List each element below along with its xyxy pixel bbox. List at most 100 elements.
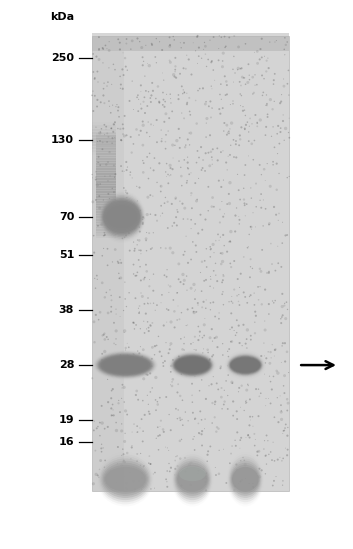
Point <box>238 456 244 465</box>
Bar <box>96 229 115 236</box>
Point <box>247 75 252 84</box>
Point <box>103 288 109 297</box>
Point <box>228 449 234 458</box>
Point <box>151 299 156 307</box>
Point <box>236 186 241 194</box>
Point <box>100 43 106 52</box>
Point <box>197 429 202 438</box>
Point <box>214 379 220 388</box>
Bar <box>92 122 116 128</box>
Point <box>145 317 150 326</box>
Point <box>208 442 213 451</box>
Point <box>181 276 187 285</box>
Point <box>151 166 156 175</box>
Point <box>131 318 137 327</box>
Point <box>263 204 268 213</box>
Point <box>209 57 215 65</box>
Point <box>105 220 110 229</box>
Point <box>120 48 126 57</box>
Point <box>190 398 195 407</box>
Text: 28: 28 <box>59 360 74 370</box>
Point <box>232 285 237 294</box>
Point <box>93 173 99 182</box>
Ellipse shape <box>93 350 158 380</box>
Point <box>196 43 202 52</box>
Point <box>278 401 284 410</box>
Point <box>193 96 198 105</box>
Point <box>200 164 205 172</box>
Point <box>142 299 147 308</box>
Point <box>152 154 157 163</box>
Point <box>122 327 127 335</box>
Point <box>154 116 160 125</box>
Point <box>94 424 100 433</box>
Point <box>268 182 273 191</box>
Point <box>163 475 169 484</box>
Point <box>166 114 172 122</box>
Point <box>102 231 107 240</box>
Point <box>154 178 160 187</box>
Point <box>195 365 201 374</box>
Point <box>226 189 232 198</box>
Point <box>222 210 227 219</box>
Point <box>186 170 192 178</box>
Point <box>223 479 229 488</box>
Point <box>268 354 274 362</box>
Point <box>177 197 183 206</box>
Point <box>245 243 250 252</box>
Point <box>231 77 237 86</box>
Bar <box>96 143 115 149</box>
Point <box>121 306 126 315</box>
Bar <box>96 211 115 218</box>
Point <box>151 121 156 130</box>
Point <box>225 405 231 413</box>
Point <box>146 229 152 238</box>
Point <box>104 129 110 138</box>
Point <box>116 269 122 278</box>
Point <box>132 485 138 494</box>
Point <box>283 124 288 133</box>
Point <box>109 80 114 89</box>
Point <box>246 230 252 239</box>
Point <box>106 189 111 198</box>
Point <box>215 144 220 153</box>
Point <box>236 290 242 299</box>
Point <box>212 397 218 406</box>
Point <box>134 268 140 277</box>
Point <box>219 33 224 42</box>
Bar <box>96 166 115 172</box>
Point <box>120 445 126 453</box>
Point <box>248 223 254 232</box>
Point <box>203 100 208 109</box>
Point <box>203 276 209 284</box>
Point <box>201 276 207 285</box>
Point <box>263 122 269 131</box>
Point <box>148 245 154 254</box>
Point <box>259 53 265 62</box>
Point <box>176 91 181 99</box>
Point <box>121 472 126 480</box>
Ellipse shape <box>94 351 157 379</box>
Point <box>135 91 141 99</box>
Point <box>222 397 227 406</box>
Point <box>221 241 227 250</box>
Point <box>219 249 225 257</box>
Point <box>203 486 209 495</box>
Point <box>131 238 136 247</box>
Point <box>262 436 267 445</box>
Point <box>100 251 105 260</box>
Point <box>220 270 226 279</box>
Point <box>111 339 117 348</box>
Point <box>130 77 135 86</box>
Point <box>160 209 165 217</box>
Point <box>167 341 173 350</box>
Point <box>264 101 270 110</box>
Point <box>243 161 248 170</box>
Point <box>201 345 207 354</box>
Point <box>225 371 231 379</box>
Point <box>170 375 176 384</box>
Point <box>263 358 268 367</box>
Point <box>169 107 175 116</box>
Point <box>105 176 111 185</box>
Point <box>149 384 155 393</box>
